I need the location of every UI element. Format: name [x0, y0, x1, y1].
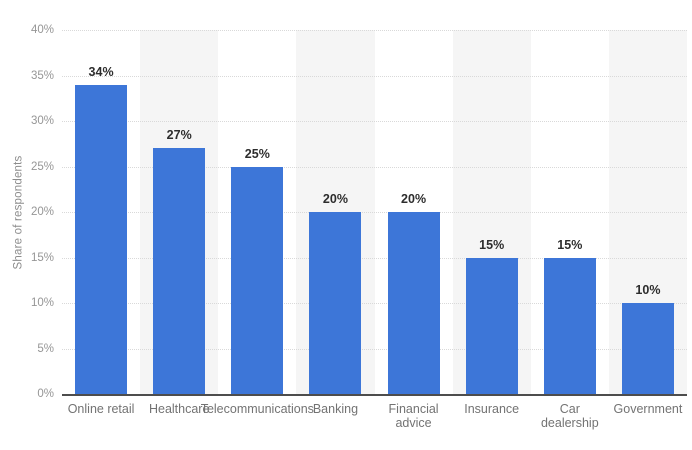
gridline-10 [62, 303, 687, 304]
bar-value-label: 27% [166, 128, 192, 143]
category-label: Telecommunications [200, 402, 314, 416]
category-label: Financial advice [388, 402, 439, 431]
category-label: Government [613, 402, 683, 416]
y-tick-label-35%: 35% [30, 69, 54, 82]
bar-car-dealership[interactable] [543, 257, 596, 394]
bar-value-label: 10% [635, 283, 661, 297]
bar-insurance[interactable] [465, 257, 518, 394]
y-tick-label-5%: 5% [37, 342, 54, 355]
y-tick-label-0%: 0% [37, 388, 54, 400]
bar-value-label: 25% [244, 146, 270, 161]
bar-cell-telecommunications: 25% Telecommunications [201, 30, 314, 417]
bar-online-retail[interactable] [75, 84, 128, 394]
bar-cell-financial-advice: 20% Financial advice [375, 30, 453, 430]
bar-cell-online-retail: 34% Online retail [62, 30, 140, 416]
category-label: Banking [312, 402, 359, 416]
bar-financial-advice[interactable] [387, 212, 440, 394]
gridline-15 [62, 257, 687, 259]
bar-telecommunications[interactable] [231, 166, 284, 394]
bar-cell-government: 10% Government [609, 30, 687, 416]
category-label: Car dealership [540, 402, 599, 431]
y-tick-label-20%: 20% [30, 206, 54, 218]
bar-cell-healthcare: 27% Healthcare [140, 30, 218, 416]
gridline-20 [62, 212, 687, 213]
gridline-35 [62, 75, 687, 77]
bars-layer: 34% Online retail 27% Healthcare 25% Telecomm… [62, 30, 687, 431]
plot-area: 34% Online retail 27% Healthcare 25% Telecomm… [62, 30, 687, 431]
gridline-5 [62, 348, 687, 350]
category-label: Online retail [67, 402, 135, 416]
bar-value-label: 34% [88, 64, 114, 79]
x-axis-line [62, 394, 687, 396]
y-tick-label-25%: 25% [30, 160, 54, 173]
bar-value-label: 15% [479, 237, 505, 252]
bar-cell-car-dealership: 15% Car dealership [531, 30, 609, 431]
bar-government[interactable] [621, 303, 674, 394]
y-tick-label-10%: 10% [30, 297, 54, 309]
bar-value-label: 15% [557, 237, 583, 252]
gridline-40 [62, 30, 687, 31]
y-tick-label-30%: 30% [30, 115, 54, 127]
category-label: Insurance [464, 402, 520, 416]
gridline-30 [62, 121, 687, 122]
category-label: Healthcare [148, 402, 210, 416]
bar-banking[interactable] [309, 212, 362, 394]
bar-cell-insurance: 15% Insurance [453, 30, 531, 417]
gridline-25 [62, 166, 687, 168]
bar-healthcare[interactable] [153, 148, 206, 394]
bar-value-label: 20% [401, 192, 427, 206]
y-tick-label-15%: 15% [30, 251, 54, 264]
bar-value-label: 20% [322, 192, 348, 206]
bar-cell-banking: 20% Banking [296, 30, 374, 416]
gridlines-layer [62, 30, 687, 394]
y-tick-label-40%: 40% [30, 24, 54, 36]
